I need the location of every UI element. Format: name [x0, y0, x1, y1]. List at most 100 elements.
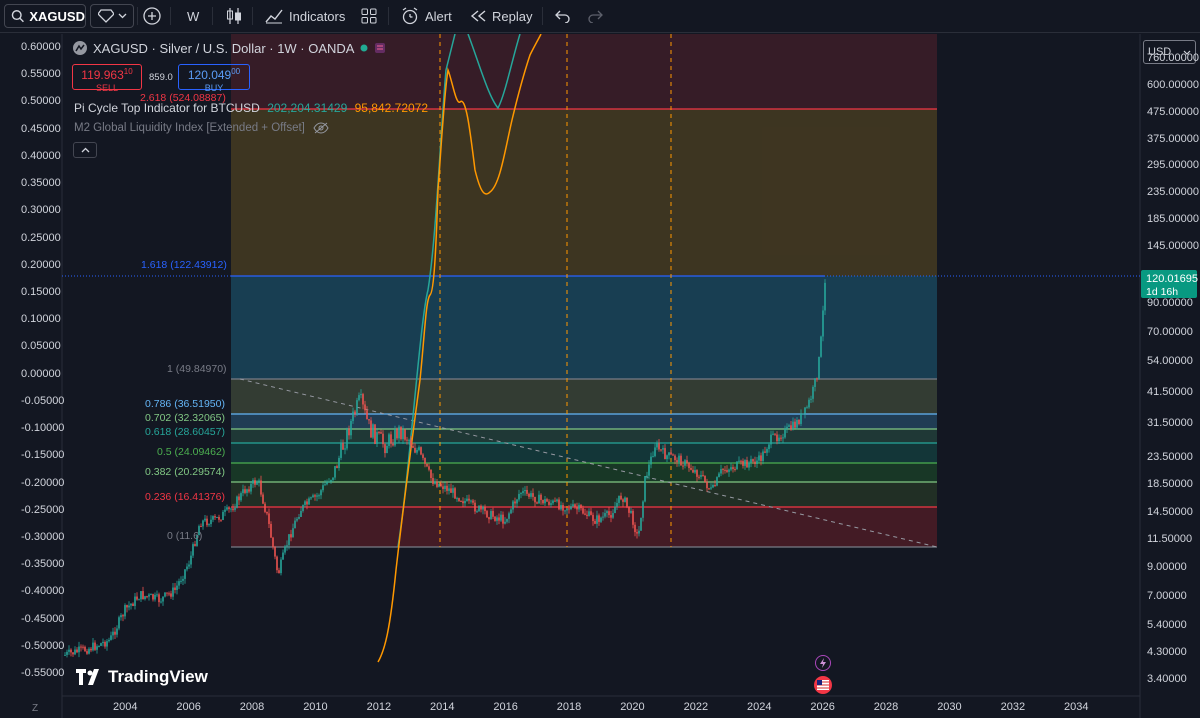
candle-body — [348, 429, 350, 436]
candle-body — [190, 555, 192, 565]
time-axis-tick: 2020 — [620, 701, 645, 713]
candle-body — [662, 448, 664, 450]
pi-cycle-name: Pi Cycle Top Indicator for BTCUSD — [74, 101, 260, 115]
time-axis-tick: 2012 — [366, 701, 392, 713]
candle-body — [532, 493, 534, 497]
left-axis-tick: 0.35000 — [21, 177, 61, 190]
currency-selector[interactable]: USD — [1143, 40, 1196, 64]
candle-body — [126, 605, 128, 608]
candle-body — [734, 468, 736, 470]
candle-body — [664, 448, 666, 460]
indicators-icon — [265, 9, 283, 24]
eye-hidden-icon[interactable] — [313, 122, 329, 134]
candle-body — [64, 654, 66, 656]
candle-body — [300, 510, 302, 517]
candle-body — [568, 508, 570, 510]
candle-body — [104, 641, 106, 647]
symbol-search[interactable]: XAGUSD — [4, 4, 86, 28]
candle-body — [516, 499, 518, 504]
candle-body — [452, 488, 454, 493]
indicators-button[interactable]: Indicators — [265, 4, 345, 28]
fib-zone-1618-2618 — [231, 109, 937, 276]
replay-button[interactable]: Replay — [470, 4, 532, 28]
collapse-legend-button[interactable] — [73, 142, 97, 158]
templates-button[interactable] — [361, 4, 377, 28]
candle-body — [244, 489, 246, 493]
left-axis-tick: 0.20000 — [21, 258, 61, 271]
candle-body — [566, 508, 568, 511]
candle-body — [798, 419, 800, 424]
candle-body — [106, 641, 108, 647]
candle-body — [488, 517, 490, 520]
candle-body — [366, 410, 368, 420]
candle-body — [98, 645, 100, 647]
candle-body — [716, 477, 718, 486]
chevron-down-icon — [118, 13, 126, 19]
indicators-label: Indicators — [289, 8, 346, 24]
chart-type-button[interactable] — [226, 4, 242, 28]
buy-price-fraction: 00 — [231, 67, 241, 76]
fib-zone-0786-1 — [231, 379, 937, 414]
candle-body — [712, 484, 714, 488]
lightning-event-icon[interactable] — [815, 655, 831, 671]
candle-body — [578, 504, 580, 510]
divider — [542, 7, 543, 25]
candle-body — [454, 488, 456, 499]
candle-body — [634, 524, 636, 533]
candle-body — [496, 517, 498, 521]
candle-body — [678, 455, 680, 463]
sell-price: 119.963 — [81, 68, 124, 82]
candle-body — [386, 445, 388, 454]
candle-body — [116, 628, 118, 635]
right-axis-tick: 600.00000 — [1147, 79, 1199, 91]
candle-body — [322, 485, 324, 491]
pi-cycle-value-1: 202,204.31429 — [267, 101, 348, 115]
price-countdown: 1d 16h — [1146, 286, 1178, 298]
candle-body — [608, 511, 610, 516]
alert-button[interactable]: Alert — [401, 4, 452, 28]
candle-body — [316, 495, 318, 497]
candle-body — [556, 499, 558, 502]
left-axis-tick: -0.50000 — [21, 639, 65, 652]
candle-body — [150, 594, 152, 596]
candle-body — [132, 603, 134, 606]
candle-body — [700, 475, 702, 477]
candle-body — [206, 518, 208, 526]
candle-body — [242, 489, 244, 494]
candle-body — [220, 519, 222, 521]
candle-body — [632, 510, 634, 525]
candle-body — [448, 488, 450, 491]
tradingview-logo[interactable]: TradingView — [76, 667, 208, 687]
candle-body — [654, 447, 656, 457]
right-axis-tick: 235.00000 — [1147, 186, 1199, 198]
pi-cycle-legend[interactable]: Pi Cycle Top Indicator for BTCUSD 202,20… — [74, 101, 428, 115]
candle-body — [376, 432, 378, 444]
candle-body — [156, 594, 158, 596]
candle-body — [752, 459, 754, 462]
candle-body — [668, 452, 670, 456]
interval-button[interactable]: W — [187, 4, 199, 28]
candle-body — [526, 489, 528, 494]
candle-body — [572, 504, 574, 507]
add-symbol-button[interactable] — [143, 4, 161, 28]
redo-button[interactable] — [587, 4, 603, 28]
undo-button[interactable] — [555, 4, 571, 28]
symbol-legend[interactable]: XAGUSD · Silver / U.S. Dollar · 1W · OAN… — [72, 40, 386, 56]
buy-button[interactable]: 120.04900 BUY — [178, 64, 250, 93]
price-chart[interactable]: 120.01695 1d 16h — [0, 34, 1200, 718]
account-dropdown[interactable] — [90, 4, 134, 28]
candle-body — [344, 448, 346, 450]
candle-body — [742, 460, 744, 466]
us-flag-event-icon[interactable] — [814, 676, 832, 694]
candle-body — [792, 421, 794, 429]
sell-button[interactable]: 119.96310 SELL — [72, 64, 142, 93]
candle-body — [238, 496, 240, 501]
candle-body — [200, 526, 202, 528]
m2-legend[interactable]: M2 Global Liquidity Index [Extended + Of… — [74, 122, 329, 134]
fib-label-0: 0 (11.6) — [167, 530, 203, 542]
candle-body — [528, 493, 530, 497]
candle-body — [246, 489, 248, 493]
right-axis-tick: 375.00000 — [1147, 133, 1199, 145]
candle-body — [772, 433, 774, 435]
candle-body — [252, 480, 254, 484]
